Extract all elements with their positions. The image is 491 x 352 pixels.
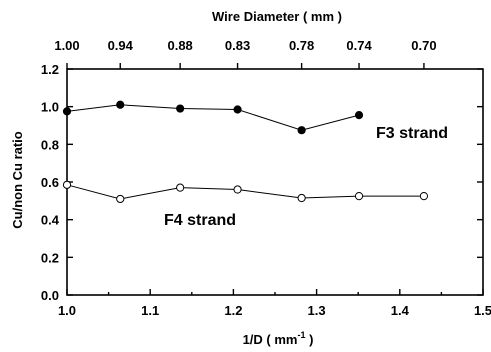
x-tick-label: 1.3 (308, 303, 326, 318)
x-tick-label: 1.2 (224, 303, 242, 318)
y-axis-title: Cu/non Cu ratio (10, 131, 25, 229)
top-tick-label: 1.00 (54, 38, 79, 53)
top-tick-label: 0.70 (411, 38, 436, 53)
axis-ticks: 1.0 1.1 1.2 1.3 1.4 1.5 0.0 0.2 0.4 0.6 0.8 1.0 1.2 1… (41, 38, 491, 318)
data-point (354, 111, 364, 120)
data-point (62, 107, 72, 116)
y-tick-label: 1.0 (41, 100, 59, 115)
x-axis-title: 1/D ( mm-1 ) (243, 330, 314, 347)
data-point (116, 194, 125, 204)
annotation-f4-strand: F4 strand (164, 212, 236, 229)
top-tick-label: 0.74 (346, 38, 372, 53)
data-point (233, 185, 242, 194)
x-axis-title-end: ) (305, 332, 313, 347)
x-tick-label: 1.0 (58, 303, 76, 318)
data-point (62, 180, 72, 189)
x-axis-title-main: 1/D ( mm (243, 332, 298, 347)
series-line-0 (66, 104, 360, 131)
x-axis-title-sup: -1 (297, 330, 305, 340)
top-tick-label: 0.88 (167, 38, 192, 53)
data-point (233, 105, 242, 114)
data-point (297, 126, 306, 135)
data-point (354, 192, 364, 201)
data-point (176, 183, 185, 192)
x-tick-label: 1.4 (391, 303, 410, 318)
y-tick-label: 0.8 (41, 137, 59, 152)
annotation-f3-strand: F3 strand (376, 125, 448, 142)
data-series (62, 100, 429, 204)
data-point (297, 193, 306, 203)
y-tick-label: 0.2 (41, 250, 59, 265)
y-tick-label: 0.4 (41, 213, 60, 228)
y-tick-label: 0.6 (41, 175, 59, 190)
x-tick-label: 1.5 (474, 303, 491, 318)
data-point (176, 104, 185, 113)
plot-border (66, 68, 484, 296)
top-tick-label: 0.78 (289, 38, 314, 53)
top-axis-title: Wire Diameter ( mm ) (212, 9, 342, 24)
top-tick-label: 0.83 (225, 38, 250, 53)
y-tick-label: 0.0 (41, 288, 59, 303)
data-point (419, 192, 429, 201)
x-tick-label: 1.1 (141, 303, 159, 318)
data-point (116, 100, 125, 109)
plot-frame (66, 68, 484, 296)
y-tick-label: 1.2 (41, 62, 59, 77)
top-tick-label: 0.94 (108, 38, 134, 53)
